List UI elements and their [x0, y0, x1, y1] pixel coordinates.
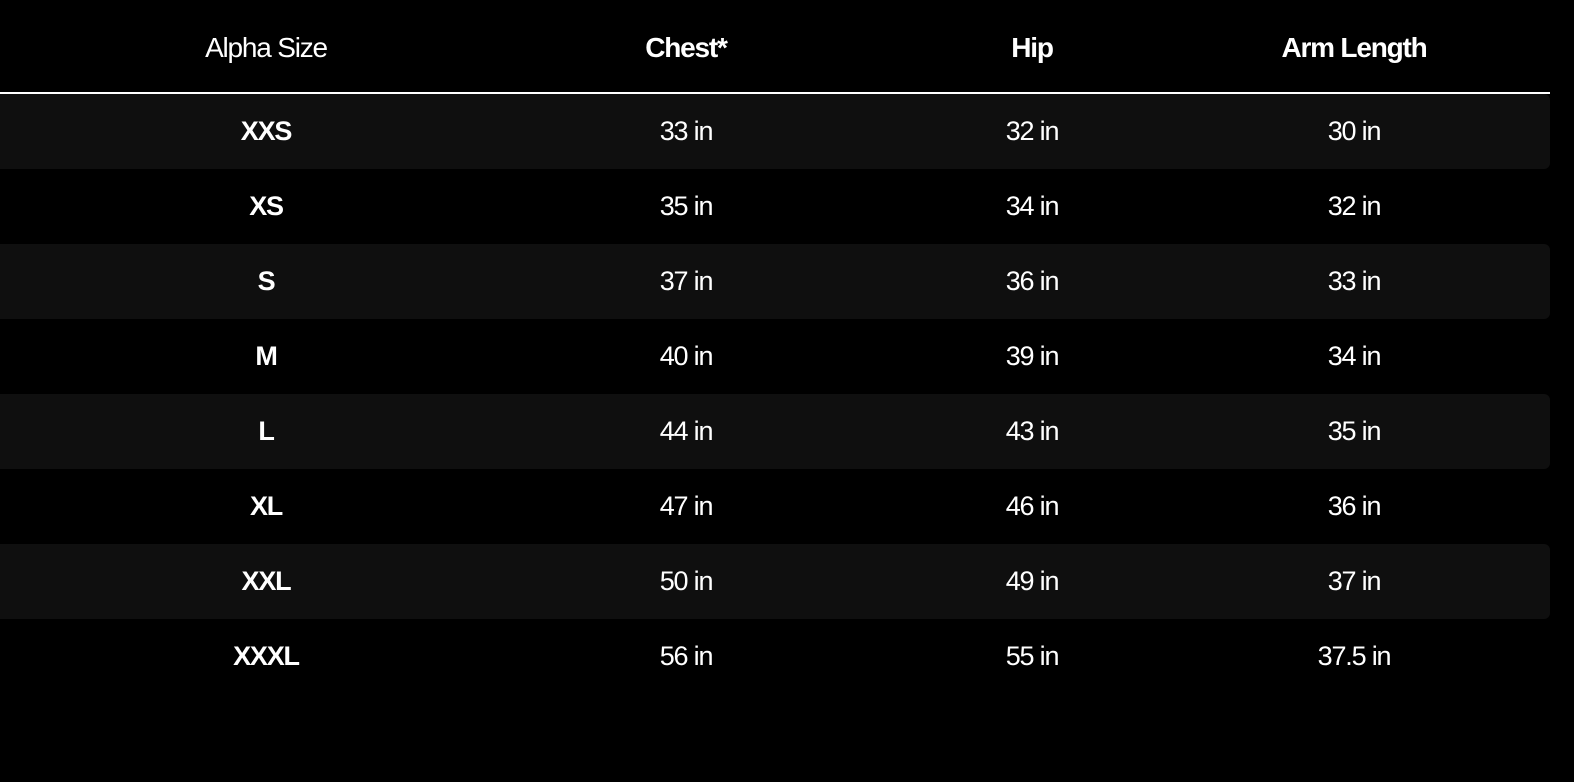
header-hip: Hip — [1011, 32, 1054, 63]
size-cell: XXXL — [233, 641, 300, 671]
hip-cell: 43 in — [1005, 416, 1060, 446]
size-cell: XS — [249, 191, 284, 221]
header-arm-length: Arm Length — [1281, 32, 1427, 63]
table-row: L 44 in 43 in 35 in — [0, 394, 1550, 469]
chest-cell: 47 in — [659, 491, 714, 521]
arm-length-cell: 36 in — [1327, 491, 1382, 521]
hip-cell: 36 in — [1005, 266, 1060, 296]
size-cell: XL — [249, 491, 283, 521]
header-alpha-size: Alpha Size — [205, 32, 328, 63]
chest-cell: 33 in — [659, 116, 714, 146]
chest-cell: 50 in — [659, 566, 714, 596]
chest-cell: 56 in — [659, 641, 714, 671]
table-row: XL 47 in 46 in 36 in — [0, 469, 1550, 544]
table-row: XS 35 in 34 in 32 in — [0, 169, 1550, 244]
chest-cell: 40 in — [659, 341, 714, 371]
hip-cell: 34 in — [1005, 191, 1060, 221]
size-cell: S — [257, 266, 276, 296]
hip-cell: 49 in — [1005, 566, 1060, 596]
table-row: XXS 33 in 32 in 30 in — [0, 94, 1550, 169]
hip-cell: 32 in — [1005, 116, 1060, 146]
hip-cell: 46 in — [1005, 491, 1060, 521]
table-row: XXL 50 in 49 in 37 in — [0, 544, 1550, 619]
chest-cell: 37 in — [659, 266, 714, 296]
size-cell: M — [255, 341, 277, 371]
arm-length-cell: 32 in — [1327, 191, 1382, 221]
table-row: S 37 in 36 in 33 in — [0, 244, 1550, 319]
chest-cell: 35 in — [659, 191, 714, 221]
arm-length-cell: 33 in — [1327, 266, 1382, 296]
chest-cell: 44 in — [659, 416, 714, 446]
table-row: XXXL 56 in 55 in 37.5 in — [0, 619, 1550, 694]
arm-length-cell: 37 in — [1327, 566, 1382, 596]
hip-cell: 55 in — [1005, 641, 1060, 671]
header-chest: Chest* — [645, 32, 728, 63]
arm-length-cell: 30 in — [1327, 116, 1382, 146]
table-header: Alpha Size Chest* Hip Arm Length — [0, 0, 1550, 94]
size-chart-table: Alpha Size Chest* Hip Arm Length XXS 33 i… — [0, 0, 1550, 694]
arm-length-cell: 34 in — [1327, 341, 1382, 371]
size-cell: XXL — [241, 566, 292, 596]
table-row: M 40 in 39 in 34 in — [0, 319, 1550, 394]
size-cell: L — [258, 416, 274, 446]
size-cell: XXS — [240, 116, 293, 146]
arm-length-cell: 37.5 in — [1317, 641, 1392, 671]
arm-length-cell: 35 in — [1327, 416, 1382, 446]
hip-cell: 39 in — [1005, 341, 1060, 371]
